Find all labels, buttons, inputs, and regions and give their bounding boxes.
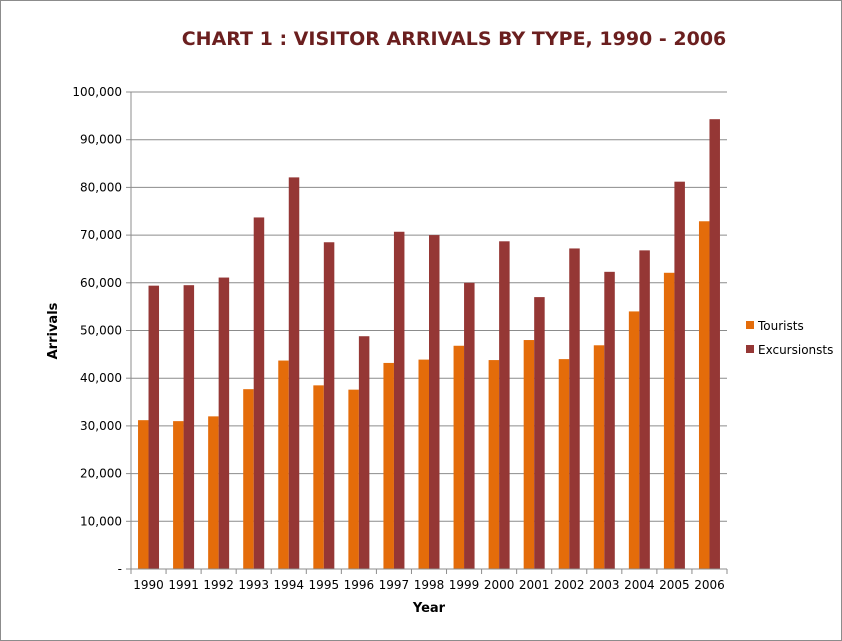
bar-tourists-1990 [138,420,149,569]
bar-tourists-1999 [453,345,465,569]
x-tick-label: 2002 [554,578,585,592]
x-tick-label: 1990 [133,578,164,592]
bar-excursionsts-2003 [604,271,615,569]
y-tick-label: 10,000 [80,514,122,528]
bar-excursionsts-1995 [323,242,335,569]
bar-excursionsts-1996 [358,336,370,569]
x-tick-label: 1991 [168,578,199,592]
legend-swatch-excursionsts [746,345,754,353]
chart-title: CHART 1 : VISITOR ARRIVALS BY TYPE, 1990… [182,28,727,50]
bar-excursionsts-1998 [429,235,440,569]
bar-tourists-2004 [628,311,640,569]
bar-tourists-1991 [173,421,184,569]
legend: Tourists Excursionsts [746,319,833,357]
x-tick-label: 2004 [624,578,655,592]
bar-excursionsts-2005 [674,181,685,569]
y-tick-label: 50,000 [80,324,122,338]
y-axis-tick-labels: - 10,000 20,000 30,000 40,000 50,000 60,000 70,… [72,85,122,576]
bar-tourists-2002 [558,359,570,569]
x-tick-label: 1995 [309,578,340,592]
bar-excursionsts-2000 [499,241,510,569]
bar-excursionsts-2002 [569,248,580,569]
y-tick-label: 40,000 [80,371,122,385]
bar-excursionsts-1992 [218,277,230,569]
y-axis-title: Arrivals [46,302,61,359]
bar-excursionsts-1999 [464,282,475,569]
legend-label-tourists: Tourists [757,319,804,333]
y-tick-label: 30,000 [80,419,122,433]
y-tick-label: 70,000 [80,228,122,242]
x-axis-tick-labels: 1990 1991 1992 1993 1994 1995 1996 1997 1998 1999… [133,578,724,592]
bar-tourists-1998 [418,359,429,569]
y-tick-label: - [118,562,122,576]
bar-tourists-2006 [698,221,710,569]
x-tick-label: 1996 [344,578,375,592]
bar-excursionsts-1997 [393,231,405,570]
x-tick-label: 1998 [414,578,445,592]
bar-excursionsts-1990 [148,285,160,569]
y-tick-label: 60,000 [80,276,122,290]
bar-excursionsts-2004 [639,250,650,569]
x-tick-label: 2000 [484,578,515,592]
bar-excursionsts-2001 [534,297,545,569]
bar-tourists-1993 [243,389,254,569]
y-tick-label: 80,000 [80,180,122,194]
x-tick-label: 2001 [519,578,550,592]
x-tick-label: 1997 [379,578,410,592]
bar-tourists-2005 [663,272,675,569]
y-tick-label: 100,000 [72,85,122,99]
bar-excursionsts-1991 [183,285,195,569]
y-tick-label: 20,000 [80,467,122,481]
x-tick-label: 1992 [203,578,234,592]
bar-tourists-2000 [488,360,500,569]
bar-excursionsts-1994 [288,177,300,569]
legend-swatch-tourists [746,321,754,329]
bar-excursionsts-2006 [709,119,720,570]
bar-tourists-2001 [523,340,535,569]
axes [126,91,728,574]
x-tick-label: 1999 [449,578,480,592]
bars [138,119,720,570]
y-tick-label: 90,000 [80,133,122,147]
bar-tourists-2003 [593,345,605,569]
bar-tourists-1994 [278,360,289,569]
x-tick-label: 2006 [694,578,725,592]
x-axis-title: Year [412,601,446,616]
bar-excursionsts-1993 [253,217,265,570]
x-tick-label: 2005 [659,578,690,592]
bar-tourists-1992 [208,416,219,569]
x-tick-label: 2003 [589,578,620,592]
x-tick-label: 1994 [273,578,304,592]
legend-label-excursionsts: Excursionsts [758,343,833,357]
bar-tourists-1997 [383,362,394,569]
x-tick-label: 1993 [238,578,269,592]
bar-tourists-1996 [348,389,359,569]
bar-tourists-1995 [313,385,324,569]
